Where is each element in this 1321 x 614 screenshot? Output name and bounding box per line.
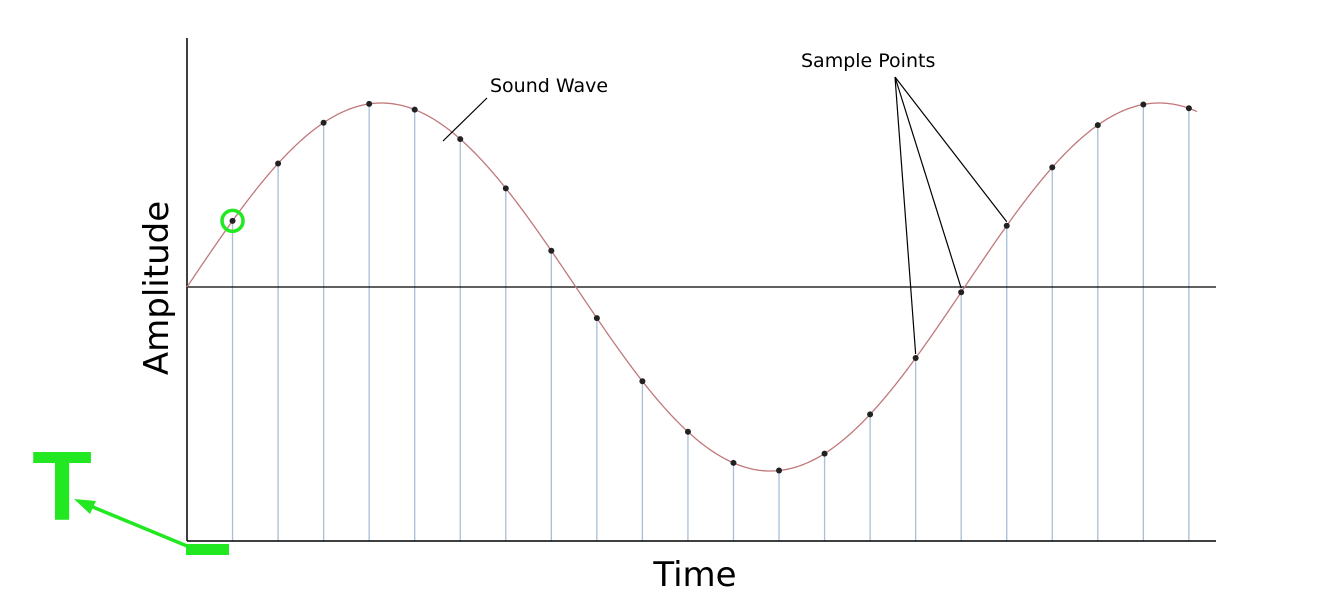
sample-point — [1003, 222, 1010, 229]
sample-point — [867, 411, 874, 418]
sample-point — [730, 459, 737, 466]
sample-stems — [231, 103, 1190, 541]
sample-point — [639, 378, 646, 385]
sample-point — [548, 247, 555, 254]
sample-points — [229, 100, 1192, 474]
sample-point — [320, 119, 327, 126]
highlight-circle — [220, 208, 245, 234]
callout-line — [894, 76, 917, 355]
sample-point — [1094, 122, 1101, 129]
sample-point — [1049, 164, 1056, 171]
sound-wave-label: Sound Wave — [490, 75, 608, 97]
sample-points-label: Sample Points — [801, 50, 935, 72]
sample-points-callout-lines — [894, 76, 1008, 355]
sample-point — [1140, 101, 1147, 108]
sample-point — [821, 450, 828, 457]
sample-point — [457, 136, 464, 143]
sample-point — [912, 355, 919, 362]
callout-line — [894, 76, 1008, 223]
annotation-dash — [186, 544, 229, 555]
sample-point — [593, 315, 600, 322]
annotation-arrowhead — [74, 499, 96, 514]
sample-point — [502, 185, 509, 192]
annotation-arrow — [87, 503, 188, 548]
sample-point — [275, 160, 282, 167]
annotation-letter-t: T — [32, 431, 92, 541]
sample-point — [411, 106, 418, 113]
sample-point — [684, 428, 691, 435]
x-axis-label: Time — [652, 555, 736, 595]
sample-point — [1185, 105, 1192, 112]
y-axis-label: Amplitude — [137, 201, 177, 375]
sound-wave-curve — [186, 102, 1198, 472]
sample-point — [229, 217, 236, 224]
sample-point — [366, 100, 373, 107]
sample-point — [776, 467, 783, 474]
sound-wave-leader-line — [442, 97, 488, 142]
sample-point — [958, 289, 965, 296]
callout-line — [894, 76, 962, 289]
